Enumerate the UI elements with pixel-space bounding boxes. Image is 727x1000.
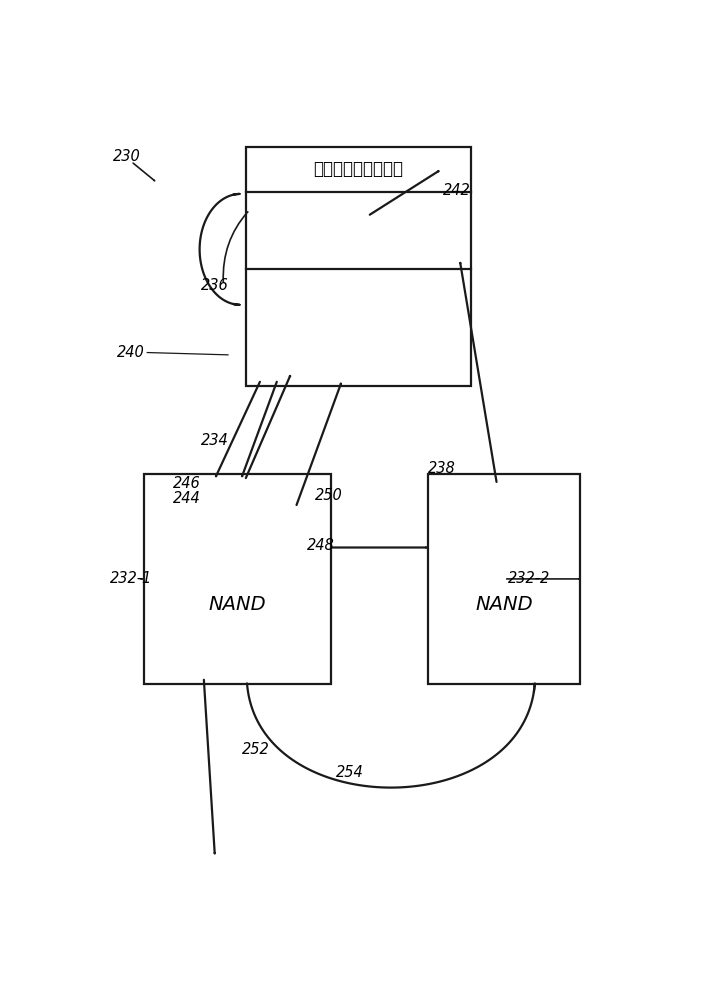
Text: 234: 234 (201, 433, 229, 448)
Text: 232-1: 232-1 (110, 571, 152, 586)
Text: 动态随机存取存储器: 动态随机存取存储器 (313, 160, 403, 178)
Text: 242: 242 (443, 183, 471, 198)
Bar (144, 474, 332, 684)
Text: 250: 250 (315, 488, 343, 503)
Text: 246: 246 (173, 476, 201, 491)
Text: 230: 230 (113, 149, 141, 164)
Text: 236: 236 (201, 278, 228, 293)
Text: 254: 254 (336, 765, 364, 780)
Text: 232-2: 232-2 (508, 571, 550, 586)
Text: 244: 244 (173, 491, 201, 506)
Text: NAND: NAND (209, 595, 267, 614)
Text: 252: 252 (242, 742, 270, 757)
Text: NAND: NAND (475, 595, 533, 614)
Text: 248: 248 (307, 538, 334, 553)
Bar (246, 147, 471, 386)
Bar (428, 474, 580, 684)
Text: 238: 238 (427, 461, 456, 476)
Text: 240: 240 (116, 345, 145, 360)
